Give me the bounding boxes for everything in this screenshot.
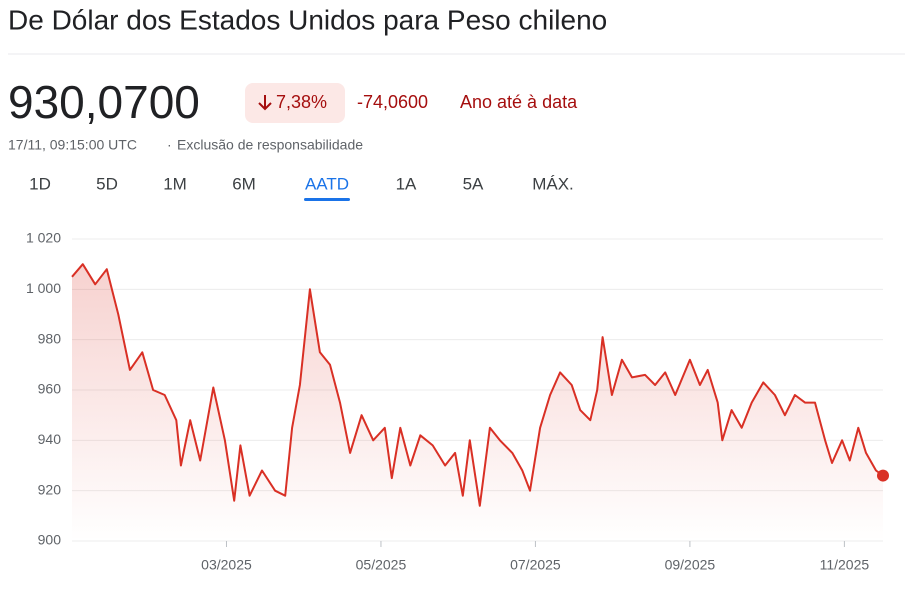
x-tick-label: 03/2025 — [201, 557, 252, 573]
line — [71, 263, 884, 507]
tab[interactable]: 6M — [232, 174, 256, 193]
change-percent: 7,38% — [276, 92, 327, 112]
tab[interactable]: 1A — [396, 174, 417, 193]
y-tick-label: 1 020 — [26, 230, 61, 246]
change: -74,0600 — [357, 92, 428, 112]
separator: · — [167, 137, 172, 153]
y-tick-label: 940 — [38, 431, 62, 447]
tab[interactable]: AATD — [305, 174, 349, 193]
y-tick-label: 900 — [38, 532, 62, 548]
tab[interactable]: MÁX. — [532, 174, 574, 193]
title: De Dólar dos Estados Unidos para Peso ch… — [8, 4, 607, 35]
price: 930,0700 — [8, 76, 200, 128]
y-tick-label: 960 — [38, 381, 62, 397]
change-badge — [245, 83, 345, 123]
tab[interactable]: 1M — [163, 174, 187, 193]
chart: 900 920 940 960 980 1 000 1 020 03/2025 05/2025 0… — [26, 230, 889, 573]
tab[interactable]: 1D — [29, 174, 51, 193]
y-tick-label: 1 000 — [26, 280, 61, 296]
tab-underline — [304, 198, 350, 201]
down-arrow — [258, 95, 272, 111]
y-tick-label: 920 — [38, 481, 62, 497]
x-tick-label: 07/2025 — [510, 557, 561, 573]
tabs: 1D 5D 1M 6M AATD 1A 5A MÁX. — [29, 174, 574, 201]
disclaimer[interactable]: Exclusão de responsabilidade — [177, 137, 363, 153]
timestamp: 17/11, 09:15:00 UTC — [8, 137, 137, 153]
area — [72, 264, 883, 541]
x-tick-label: 05/2025 — [356, 557, 407, 573]
tab[interactable]: 5A — [463, 174, 484, 193]
y-tick-label: 980 — [38, 330, 62, 346]
period: Ano até à data — [460, 92, 578, 112]
x-tick-label: 11/2025 — [820, 557, 870, 573]
x-tick-label: 09/2025 — [665, 557, 716, 573]
last-point — [877, 469, 889, 482]
tab[interactable]: 5D — [96, 174, 118, 193]
